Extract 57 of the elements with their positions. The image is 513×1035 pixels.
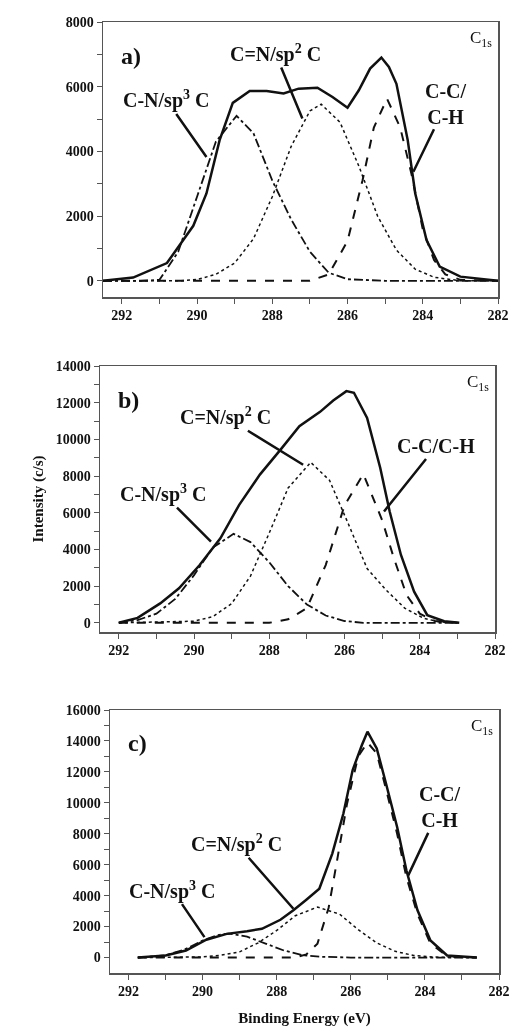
y-tick-label: 10000 [55, 432, 91, 448]
y-tick-label: 2000 [65, 209, 94, 225]
x-tick-label: 284 [414, 984, 436, 1000]
y-tick-label: 8000 [72, 826, 101, 842]
annotation: C$_{1s}$ [471, 716, 494, 738]
annotation: C=N/sp$^{2}$ C [191, 831, 283, 857]
annotation: C$_{1s}$ [467, 372, 490, 394]
annotation: C-N/sp$^{3}$ C [129, 878, 216, 904]
y-tick-label: 6000 [62, 505, 91, 521]
x-tick-label: 290 [192, 984, 214, 1000]
x-tick-label: 284 [412, 308, 434, 324]
x-tick-label: 292 [108, 643, 130, 659]
y-tick-label: 16000 [65, 702, 101, 718]
y-tick-label: 14000 [65, 733, 101, 749]
x-tick-label: 292 [118, 984, 140, 1000]
y-tick-label: 8000 [65, 14, 94, 30]
annotation: C=N/sp$^{2}$ C [230, 41, 322, 67]
y-tick-label: 0 [93, 950, 101, 966]
y-tick-label: 4000 [65, 144, 94, 160]
y-tick-label: 0 [83, 615, 91, 631]
y-tick-label: 4000 [62, 542, 91, 558]
annotation: b) [118, 387, 140, 413]
x-tick-label: 282 [488, 984, 510, 1000]
x-tick-label: 292 [111, 308, 133, 324]
y-tick-label: 12000 [65, 764, 101, 780]
x-tick-label: 286 [340, 984, 362, 1000]
y-tick-label: 0 [86, 273, 94, 289]
annotation: C-C/ C-H [425, 80, 467, 128]
x-tick-label: 288 [261, 308, 283, 324]
y-axis-title: Intensity (c/s) [30, 455, 48, 543]
x-tick-label: 284 [409, 643, 431, 659]
annotation: C=N/sp$^{2}$ C [180, 404, 272, 430]
y-tick-label: 10000 [65, 795, 101, 811]
y-tick-label: 6000 [65, 79, 94, 95]
y-tick-label: 2000 [72, 919, 101, 935]
y-tick-label: 6000 [72, 857, 101, 873]
x-axis-title: Binding Energy (eV) [238, 1010, 371, 1028]
annotation: C$_{1s}$ [470, 28, 493, 50]
x-tick-label: 290 [183, 643, 205, 659]
y-tick-label: 4000 [72, 888, 101, 904]
y-tick-label: 12000 [55, 395, 91, 411]
x-tick-label: 286 [337, 308, 359, 324]
annotation: C-C/ C-H [419, 783, 461, 831]
y-tick-label: 2000 [62, 579, 91, 595]
x-tick-label: 290 [186, 308, 208, 324]
x-tick-label: 286 [334, 643, 356, 659]
x-tick-label: 282 [487, 308, 509, 324]
annotation: C-N/sp$^{3}$ C [120, 481, 207, 507]
annotation: C-N/sp$^{3}$ C [123, 87, 210, 113]
annotation: a) [121, 43, 141, 69]
y-tick-label: 14000 [55, 358, 91, 374]
x-tick-label: 288 [258, 643, 280, 659]
x-tick-label: 288 [266, 984, 288, 1000]
x-tick-label: 282 [484, 643, 506, 659]
annotation: c) [128, 730, 147, 756]
y-tick-label: 8000 [62, 468, 91, 484]
annotation: C-C/C-H [397, 435, 476, 457]
